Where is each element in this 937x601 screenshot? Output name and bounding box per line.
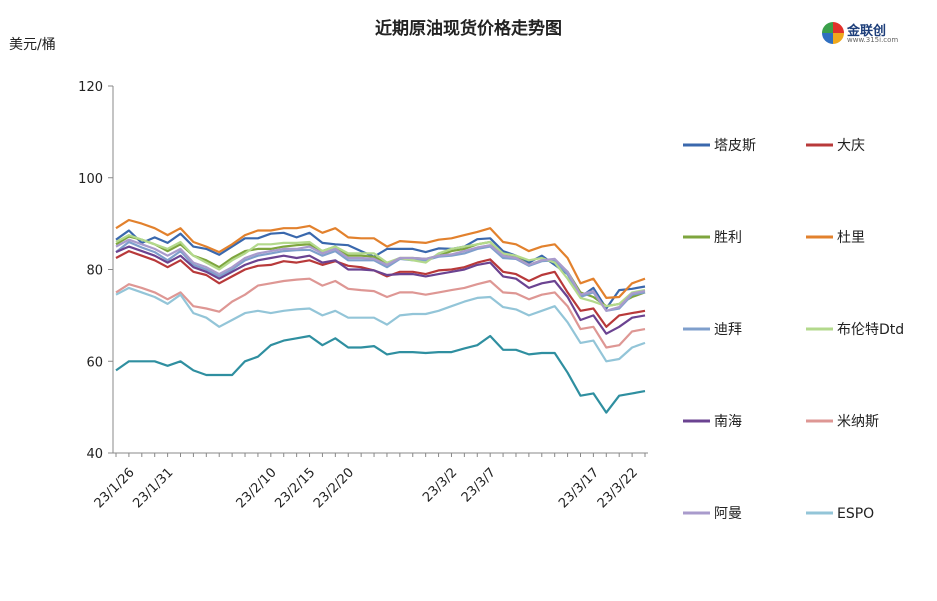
y-tick-label: 60 bbox=[86, 355, 103, 370]
logo-url: www.315i.com bbox=[847, 36, 899, 44]
legend-label: 布伦特Dtd bbox=[837, 322, 904, 338]
series-line-5 bbox=[115, 234, 646, 308]
x-tick-label: 23/2/20 bbox=[311, 465, 357, 511]
y-tick-label: 80 bbox=[86, 264, 103, 279]
x-tick-label: 23/3/22 bbox=[595, 465, 641, 511]
series-line-10 bbox=[115, 334, 646, 414]
legend-label: 杜里 bbox=[837, 230, 865, 246]
x-tick-label: 23/2/10 bbox=[234, 465, 280, 511]
legend-label: 胜利 bbox=[714, 230, 742, 246]
x-tick-label: 23/3/17 bbox=[556, 465, 602, 511]
series-line-3 bbox=[115, 218, 646, 299]
legend-label: 迪拜 bbox=[714, 322, 742, 338]
logo-icon bbox=[822, 22, 844, 44]
x-tick-label: 23/3/7 bbox=[459, 465, 499, 505]
legend-label: 大庆 bbox=[837, 138, 865, 154]
series-line-7 bbox=[115, 277, 646, 349]
x-tick-label: 23/2/15 bbox=[272, 465, 318, 511]
y-axis-unit-label: 美元/桶 bbox=[9, 37, 56, 53]
legend-label: 塔皮斯 bbox=[714, 138, 756, 154]
chart-title: 近期原油现货价格走势图 bbox=[375, 19, 562, 39]
series-line-9 bbox=[115, 286, 646, 363]
logo-wordmark: 金联创 bbox=[847, 24, 887, 39]
series-line-6 bbox=[115, 245, 646, 335]
y-tick-label: 120 bbox=[78, 80, 103, 95]
series-lines bbox=[115, 218, 646, 414]
legend-label: 南海 bbox=[714, 414, 742, 430]
x-tick-label: 23/3/2 bbox=[420, 465, 460, 505]
x-tick-label: 23/1/31 bbox=[130, 465, 176, 511]
x-tick-label: 23/1/26 bbox=[92, 465, 138, 511]
legend-label: 米纳斯 bbox=[837, 414, 879, 430]
legend-label: ESPO bbox=[837, 506, 874, 522]
y-tick-label: 100 bbox=[78, 172, 103, 187]
legend-label: 阿曼 bbox=[714, 506, 742, 522]
brand-logo: 金联创 www.315i.com bbox=[822, 20, 902, 46]
series-line-8 bbox=[115, 238, 646, 312]
y-tick-label: 40 bbox=[86, 447, 103, 462]
